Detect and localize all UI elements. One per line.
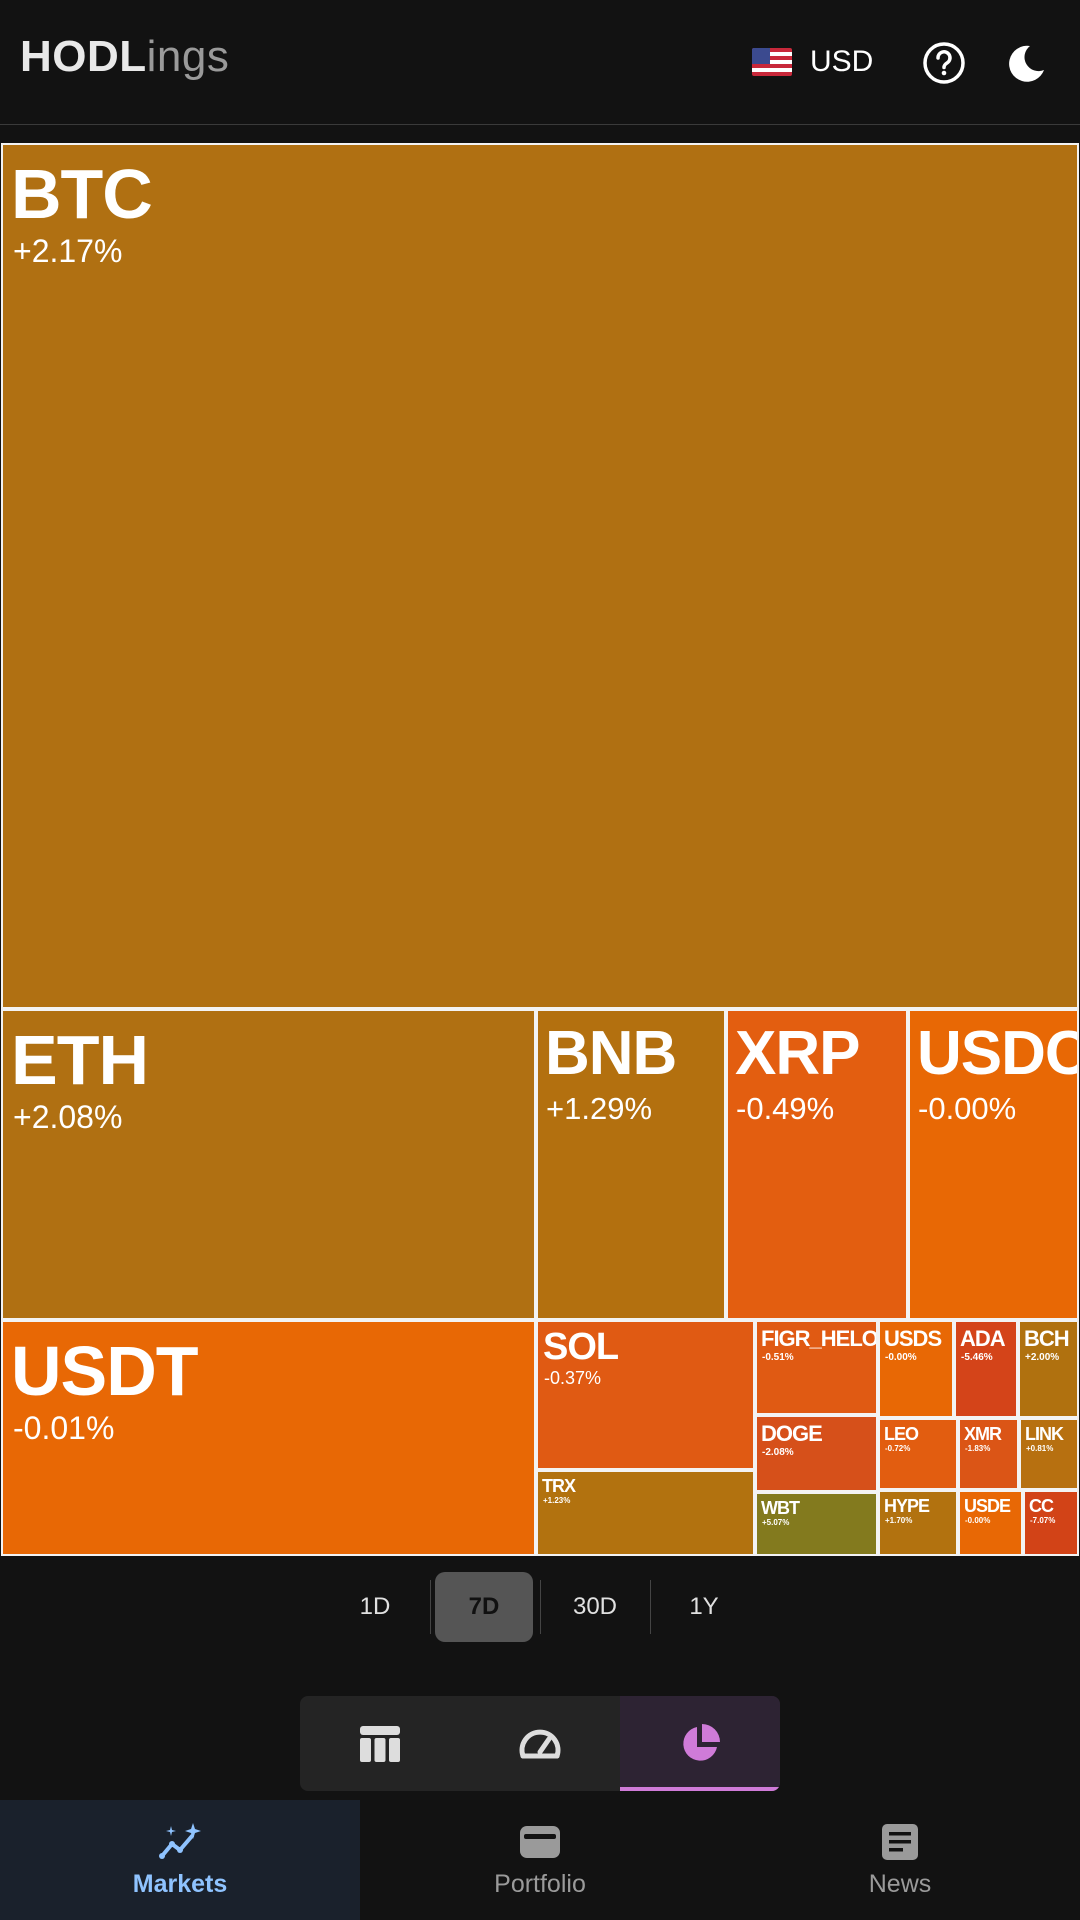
table-icon xyxy=(360,1725,400,1762)
treemap-tile-xrp[interactable]: XRP -0.49% xyxy=(726,1009,908,1320)
logo-bold-text: HODL xyxy=(20,32,147,81)
period-separator xyxy=(430,1580,431,1634)
logo-light-text: ings xyxy=(146,32,230,81)
treemap-tile-hype[interactable]: HYPE +1.70% xyxy=(878,1490,958,1556)
tile-change: +5.07% xyxy=(762,1518,790,1527)
treemap-tile-trx[interactable]: TRX +1.23% xyxy=(536,1470,755,1556)
tile-change: -1.83% xyxy=(965,1444,991,1453)
tile-symbol: BCH xyxy=(1024,1326,1070,1351)
treemap-tile-cc[interactable]: CC -7.07% xyxy=(1023,1490,1079,1556)
tile-change: +2.17% xyxy=(13,233,123,269)
tile-change: -0.00% xyxy=(918,1091,1017,1126)
market-cap-treemap: BTC +2.17% ETH +2.08% BNB +1.29% XRP -0.… xyxy=(0,143,1080,1556)
tile-change: +1.29% xyxy=(546,1091,653,1126)
tile-change: +0.81% xyxy=(1026,1444,1054,1453)
tile-symbol: SOL xyxy=(543,1326,619,1368)
header-divider xyxy=(0,124,1080,125)
treemap-tile-doge[interactable]: DOGE -2.08% xyxy=(755,1415,878,1492)
treemap-tile-wbt[interactable]: WBT +5.07% xyxy=(755,1492,878,1556)
tile-change: -0.72% xyxy=(885,1444,911,1453)
tile-change: -0.51% xyxy=(762,1352,794,1363)
treemap-tile-usds[interactable]: USDS -0.00% xyxy=(878,1320,954,1418)
markets-chart-icon xyxy=(159,1823,201,1859)
tile-symbol: XMR xyxy=(964,1424,1002,1444)
treemap-tile-usdt[interactable]: USDT -0.01% xyxy=(1,1320,536,1556)
tile-symbol: USDS xyxy=(884,1326,942,1351)
tile-change: +2.00% xyxy=(1025,1352,1060,1363)
nav-markets-label: Markets xyxy=(132,1870,228,1898)
tile-change: +1.23% xyxy=(543,1496,571,1505)
treemap-tile-bnb[interactable]: BNB +1.29% xyxy=(536,1009,726,1320)
tile-symbol: USDE xyxy=(964,1496,1011,1516)
app-logo[interactable]: HODLings xyxy=(20,32,229,82)
nav-portfolio-label: Portfolio xyxy=(494,1870,586,1898)
tile-change: -0.37% xyxy=(544,1368,602,1388)
tile-symbol: LINK xyxy=(1025,1424,1064,1444)
treemap-tile-xmr[interactable]: XMR -1.83% xyxy=(958,1418,1019,1490)
period-separator xyxy=(650,1580,651,1634)
tile-change: -7.07% xyxy=(1030,1516,1056,1525)
tile-change: -5.46% xyxy=(961,1352,993,1363)
period-30d-button[interactable]: 30D xyxy=(572,1593,618,1620)
tile-symbol: HYPE xyxy=(884,1496,930,1516)
treemap-tile-sol[interactable]: SOL -0.37% xyxy=(536,1320,755,1470)
nav-portfolio[interactable]: Portfolio xyxy=(360,1800,720,1920)
currency-label: USD xyxy=(810,45,874,78)
tile-symbol: BNB xyxy=(545,1019,677,1088)
app-header: HODLings USD xyxy=(0,0,1080,125)
tile-symbol: XRP xyxy=(735,1019,860,1088)
bottom-navigation: Markets Portfolio News xyxy=(0,1800,1080,1920)
wallet-icon xyxy=(520,1826,560,1858)
tile-change: -0.00% xyxy=(885,1352,917,1363)
treemap-tile-btc[interactable]: BTC +2.17% xyxy=(1,143,1079,1009)
tile-symbol: CC xyxy=(1029,1496,1054,1516)
tile-change: -0.00% xyxy=(965,1516,991,1525)
period-7d-button[interactable]: 7D xyxy=(435,1572,533,1642)
us-flag-icon xyxy=(752,48,792,76)
currency-selector[interactable]: USD xyxy=(752,38,873,86)
tile-symbol: ADA xyxy=(960,1326,1006,1351)
treemap-tile-usdc[interactable]: USDC -0.00% xyxy=(908,1009,1079,1320)
nav-markets[interactable]: Markets xyxy=(0,1800,360,1920)
help-icon[interactable] xyxy=(921,40,967,86)
treemap-tile-eth[interactable]: ETH +2.08% xyxy=(1,1009,536,1320)
gauge-icon xyxy=(519,1729,561,1758)
treemap-tile-figr-heloc[interactable]: FIGR_HELOC -0.51% xyxy=(755,1320,878,1415)
gauge-view-button[interactable] xyxy=(460,1696,620,1791)
treemap-tile-bch[interactable]: BCH +2.00% xyxy=(1018,1320,1079,1418)
nav-news-label: News xyxy=(868,1870,932,1898)
tile-symbol: LEO xyxy=(884,1424,919,1444)
treemap-tile-ada[interactable]: ADA -5.46% xyxy=(954,1320,1018,1418)
tile-change: +2.08% xyxy=(13,1099,123,1135)
tile-change: -0.01% xyxy=(13,1410,115,1446)
tile-symbol: WBT xyxy=(761,1498,800,1518)
tile-symbol: USDC xyxy=(917,1019,1079,1088)
period-1y-button[interactable]: 1Y xyxy=(689,1593,719,1620)
period-separator xyxy=(540,1580,541,1634)
news-icon xyxy=(882,1824,918,1860)
period-selector: 1D 7D 30D 1Y xyxy=(0,1572,1080,1642)
treemap-tile-usde[interactable]: USDE -0.00% xyxy=(958,1490,1023,1556)
tile-change: -0.49% xyxy=(736,1091,835,1126)
tile-change: +1.70% xyxy=(885,1516,913,1525)
tile-symbol: USDT xyxy=(11,1332,199,1410)
dark-mode-moon-icon[interactable] xyxy=(1003,40,1049,86)
tile-symbol: FIGR_HELOC xyxy=(761,1326,878,1351)
treemap-tile-leo[interactable]: LEO -0.72% xyxy=(878,1418,958,1490)
nav-news[interactable]: News xyxy=(720,1800,1080,1920)
tile-symbol: BTC xyxy=(11,155,153,233)
pie-chart-icon xyxy=(683,1723,720,1761)
tile-symbol: DOGE xyxy=(761,1421,823,1446)
period-1d-button[interactable]: 1D xyxy=(359,1593,391,1620)
table-view-button[interactable] xyxy=(300,1696,460,1791)
view-toggle xyxy=(300,1696,780,1791)
tile-change: -2.08% xyxy=(762,1447,794,1458)
tile-symbol: ETH xyxy=(11,1021,149,1099)
treemap-tile-link[interactable]: LINK +0.81% xyxy=(1019,1418,1079,1490)
treemap-view-button[interactable] xyxy=(620,1696,780,1791)
tile-symbol: TRX xyxy=(542,1476,576,1496)
